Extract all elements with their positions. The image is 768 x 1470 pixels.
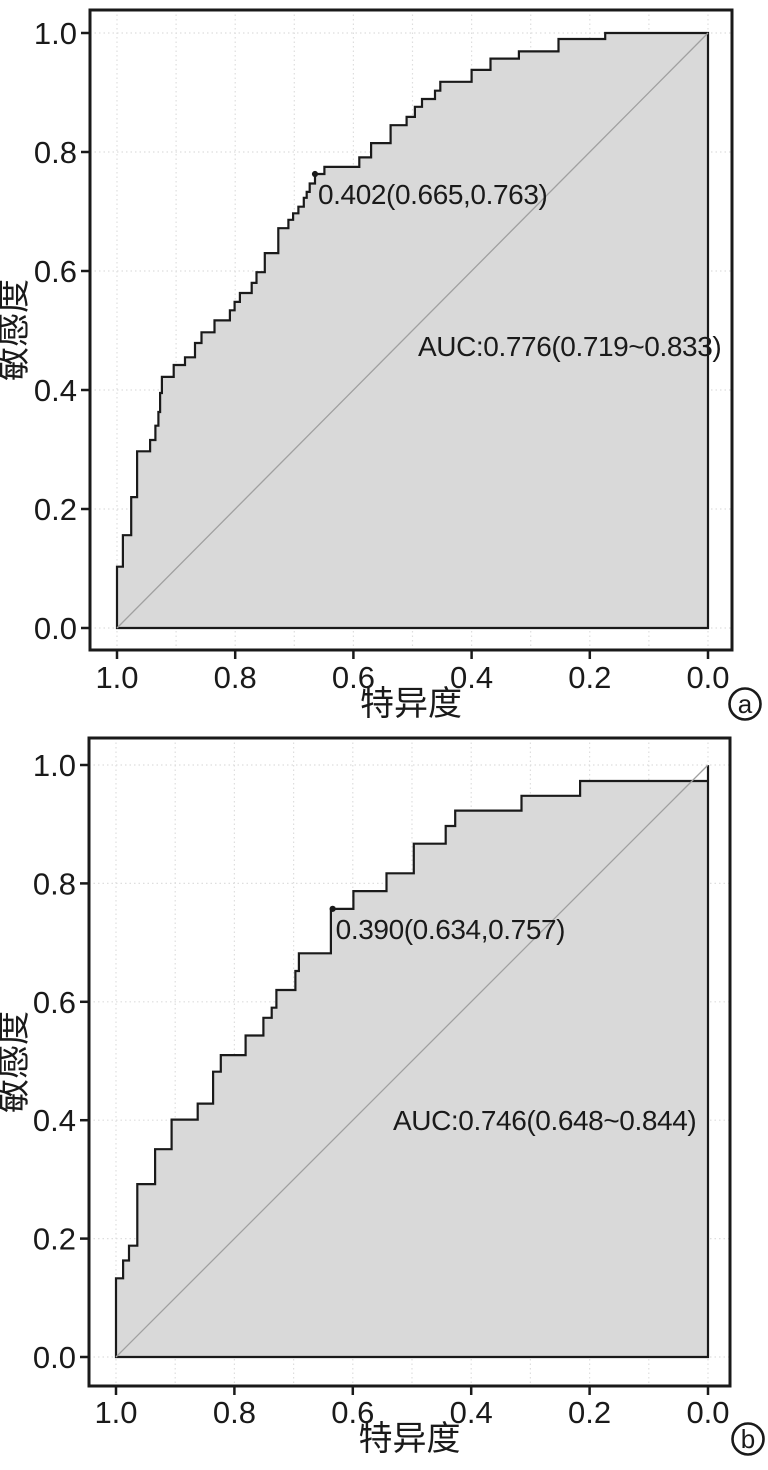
auc-label: AUC:0.746(0.648~0.844) — [393, 1105, 696, 1136]
y-axis-title: 敏感度 — [0, 1011, 33, 1113]
panel-letter: a — [738, 689, 753, 719]
y-tick-label: 0.2 — [33, 1222, 76, 1257]
y-tick-label: 1.0 — [33, 748, 76, 783]
panel-letter-circle — [728, 687, 762, 721]
x-tick-label: 0.0 — [686, 660, 729, 695]
y-tick-label: 0.2 — [34, 492, 77, 527]
diagonal-reference-line — [116, 32, 709, 629]
x-tick-label: 0.6 — [332, 660, 375, 695]
panel-border — [88, 8, 734, 652]
y-tick-label: 0.6 — [33, 985, 76, 1020]
x-tick-label: 0.2 — [568, 1395, 611, 1430]
x-axis-title: 特异度 — [359, 1420, 461, 1458]
x-tick-label: 1.0 — [95, 660, 138, 695]
x-tick-label: 0.8 — [213, 1395, 256, 1430]
roc-chart-b: 1.0 0.8 0.6 0.4 0.2 0.0 0.0 0.2 0.4 0.6 0.8 1.0 特异度 敏… — [0, 736, 765, 1458]
x-tick-label: 0.4 — [450, 660, 493, 695]
cutoff-point-marker — [311, 170, 319, 178]
x-tick-label: 0.4 — [450, 1395, 493, 1430]
roc-chart-a: 1.0 0.8 0.6 0.4 0.2 0.0 0.0 0.2 0.4 0.6 0.8 1.0 特异度 敏… — [0, 8, 762, 723]
y-axis-title: 敏感度 — [0, 279, 33, 381]
panel-letter-circle — [731, 1422, 765, 1456]
y-tick-label: 0.4 — [33, 1103, 76, 1138]
auc-label: AUC:0.776(0.719~0.833) — [418, 331, 721, 362]
x-tick-label: 0.2 — [568, 660, 611, 695]
panel-border — [87, 736, 732, 1388]
cutoff-point-marker — [329, 905, 336, 912]
cutoff-label: 0.390(0.634,0.757) — [336, 914, 565, 945]
panel-letter: b — [741, 1424, 755, 1454]
y-tick-label: 0.0 — [34, 611, 77, 646]
x-tick-label: 0.0 — [686, 1395, 729, 1430]
x-tick-label: 1.0 — [94, 1395, 137, 1430]
cutoff-label: 0.402(0.665,0.763) — [318, 179, 547, 210]
y-tick-label: 0.8 — [34, 135, 77, 170]
x-axis-title: 特异度 — [360, 685, 462, 723]
diagonal-reference-line — [115, 764, 709, 1358]
y-tick-label: 0.4 — [34, 373, 77, 408]
y-tick-label: 0.6 — [34, 254, 77, 289]
y-tick-label: 0.8 — [33, 866, 76, 901]
y-tick-label: 0.0 — [33, 1340, 76, 1375]
x-tick-label: 0.6 — [331, 1395, 374, 1430]
x-tick-label: 0.8 — [214, 660, 257, 695]
y-tick-label: 1.0 — [34, 16, 77, 51]
